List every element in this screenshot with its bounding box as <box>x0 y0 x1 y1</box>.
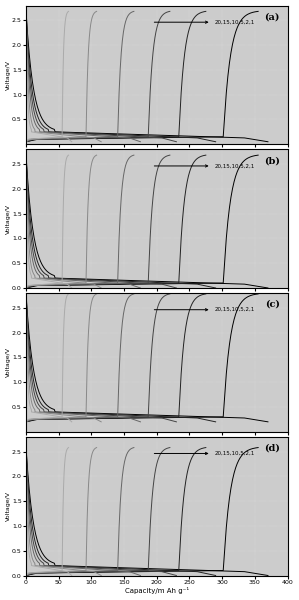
Y-axis label: Voltage/V: Voltage/V <box>6 491 10 521</box>
Y-axis label: Voltage/V: Voltage/V <box>6 203 10 233</box>
Y-axis label: Voltage/V: Voltage/V <box>6 60 10 90</box>
X-axis label: Capacity/m Ah g⁻¹: Capacity/m Ah g⁻¹ <box>125 587 189 595</box>
Text: 20,15,10,5,2,1: 20,15,10,5,2,1 <box>154 163 254 169</box>
Text: 20,15,10,5,2,1: 20,15,10,5,2,1 <box>154 20 254 25</box>
Text: 20,15,10,5,2,1: 20,15,10,5,2,1 <box>154 307 254 312</box>
Text: (a): (a) <box>264 13 280 22</box>
Text: (c): (c) <box>265 300 280 309</box>
Text: (d): (d) <box>264 444 280 453</box>
Text: (b): (b) <box>264 156 280 165</box>
Y-axis label: Voltage/V: Voltage/V <box>6 347 10 377</box>
Text: 20,15,10,5,2,1: 20,15,10,5,2,1 <box>154 451 254 456</box>
